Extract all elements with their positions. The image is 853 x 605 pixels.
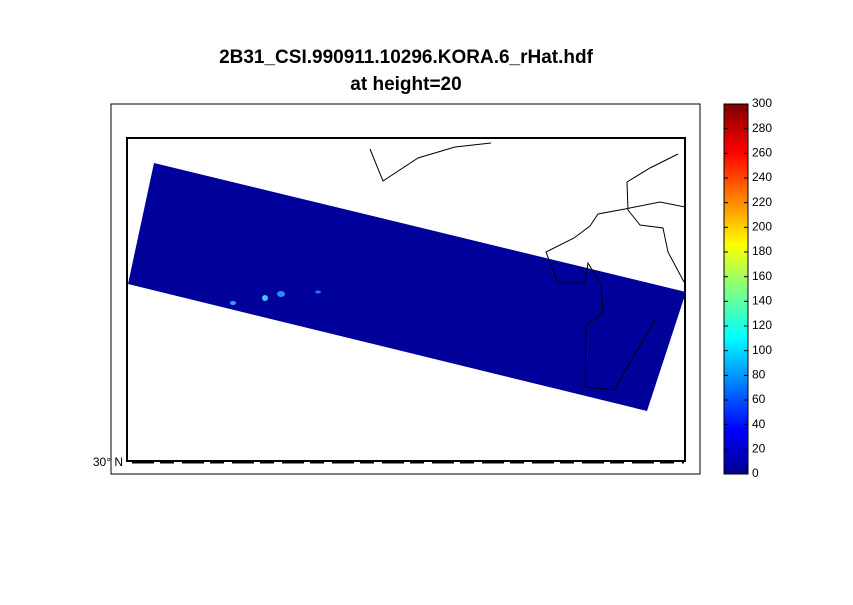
colorbar-tick-label: 20 (752, 442, 766, 456)
colorbar-tick-label: 140 (752, 294, 772, 308)
coastlines (369, 142, 686, 391)
colorbar-tick-label: 180 (752, 244, 772, 258)
colorbar-tick-label: 200 (752, 220, 772, 234)
latitude-label: 30° N (93, 455, 123, 469)
rain-cell (277, 291, 285, 297)
colorbar-tick-label: 280 (752, 121, 772, 135)
swath (128, 163, 686, 411)
colorbar-tick-label: 0 (752, 466, 759, 480)
rain-cell (262, 295, 268, 301)
colorbar-tick-label: 260 (752, 146, 772, 160)
coastline (626, 153, 685, 283)
colorbar-ticks: 0 20 40 60 80 100 120 140 160 180 200 220 240 260 280 3… (724, 96, 772, 480)
colorbar-tick-label: 120 (752, 318, 772, 332)
rain-cells (230, 290, 321, 305)
colorbar-tick-label: 40 (752, 417, 766, 431)
rain-cell (230, 301, 236, 305)
colorbar (723, 103, 749, 475)
coastline (545, 201, 686, 391)
colorbar-tick-label: 160 (752, 269, 772, 283)
rain-cell (315, 290, 321, 294)
colorbar-tick-label: 60 (752, 392, 766, 406)
colorbar-tick-label: 80 (752, 368, 766, 382)
colorbar-tick-label: 300 (752, 96, 772, 110)
map-frame (126, 137, 686, 462)
title-line: 2B31_CSI.990911.10296.KORA.6_rHat.hdf (219, 47, 594, 68)
title-line: at height=20 (350, 74, 461, 95)
colorbar-tick-label: 240 (752, 170, 772, 184)
coastline (369, 142, 492, 182)
colorbar-tick-label: 220 (752, 195, 772, 209)
colorbar-tick-label: 100 (752, 343, 772, 357)
